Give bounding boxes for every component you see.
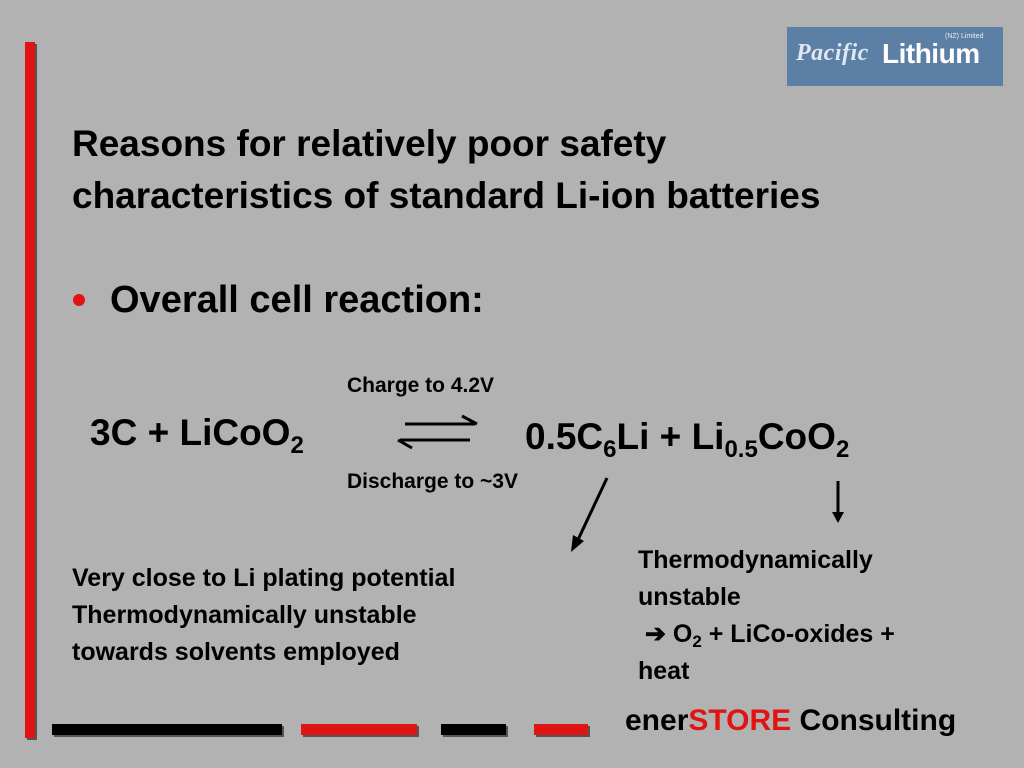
cathode-products-text: + LiCo-oxides + <box>701 620 895 648</box>
footer-prefix: ener <box>625 704 689 737</box>
footer-brand: enerSTORE Consulting <box>625 704 956 738</box>
products-subscript-3: 2 <box>835 436 850 463</box>
oxygen-subscript: 2 <box>692 632 702 651</box>
bullet-heading: Overall cell reaction: <box>110 279 484 321</box>
left-accent-rule <box>25 42 35 738</box>
products-subscript-1: 6 <box>603 436 617 463</box>
diagonal-arrow-icon <box>571 477 609 552</box>
footer-bar-red-1 <box>301 724 417 735</box>
reactants-text: 3C + LiCoO <box>90 412 291 453</box>
oxygen-text: O <box>672 620 693 648</box>
products-subscript-2: 0.5 <box>724 436 758 463</box>
anode-note-line-2: Thermodynamically unstable <box>72 601 417 629</box>
products-text-a: 0.5C <box>525 416 604 457</box>
footer-bar-red-2 <box>534 724 588 735</box>
reaction-reactants: 3C + LiCoO2 <box>90 412 304 458</box>
reaction-products: 0.5C6Li + Li0.5CoO2 <box>525 416 849 462</box>
cathode-note-line-2: unstable <box>638 583 741 611</box>
anode-note: Very close to Li plating potential Therm… <box>72 560 455 671</box>
slide-title: Reasons for relatively poor safety chara… <box>72 118 1002 222</box>
equilibrium-arrows-icon <box>397 414 478 450</box>
cathode-note-line-3: ➔ O2 + LiCo-oxides + <box>638 616 895 653</box>
pacific-lithium-logo: Pacific Lithium (NZ) Limited <box>787 27 1003 86</box>
down-arrow-icon <box>832 481 844 523</box>
cathode-note-line-1: Thermodynamically <box>638 546 873 574</box>
title-line-1: Reasons for relatively poor safety <box>72 123 667 164</box>
discharge-label: Discharge to ~3V <box>347 470 518 493</box>
logo-word-text: Lithium <box>882 38 980 69</box>
footer-bar-black-1 <box>52 724 282 735</box>
footer-suffix: Consulting <box>791 704 957 737</box>
logo-small-text: (NZ) Limited <box>945 33 984 40</box>
cathode-note: Thermodynamically unstable ➔ O2 + LiCo-o… <box>638 542 895 690</box>
products-text-b: Li + Li <box>616 416 725 457</box>
bullet-icon <box>73 294 85 306</box>
footer-brand-highlight: STORE <box>688 704 792 737</box>
anode-note-line-1: Very close to Li plating potential <box>72 564 456 592</box>
logo-script-text: Pacific <box>796 40 869 66</box>
anode-note-line-3: towards solvents employed <box>72 638 400 666</box>
right-arrow-icon: ➔ <box>644 620 666 648</box>
products-text-c: CoO <box>757 416 836 457</box>
charge-label: Charge to 4.2V <box>347 374 495 397</box>
reactants-subscript: 2 <box>290 432 304 459</box>
title-line-2: characteristics of standard Li-ion batte… <box>72 175 821 216</box>
footer-bar-black-2 <box>441 724 506 735</box>
cathode-note-line-4: heat <box>638 657 690 685</box>
